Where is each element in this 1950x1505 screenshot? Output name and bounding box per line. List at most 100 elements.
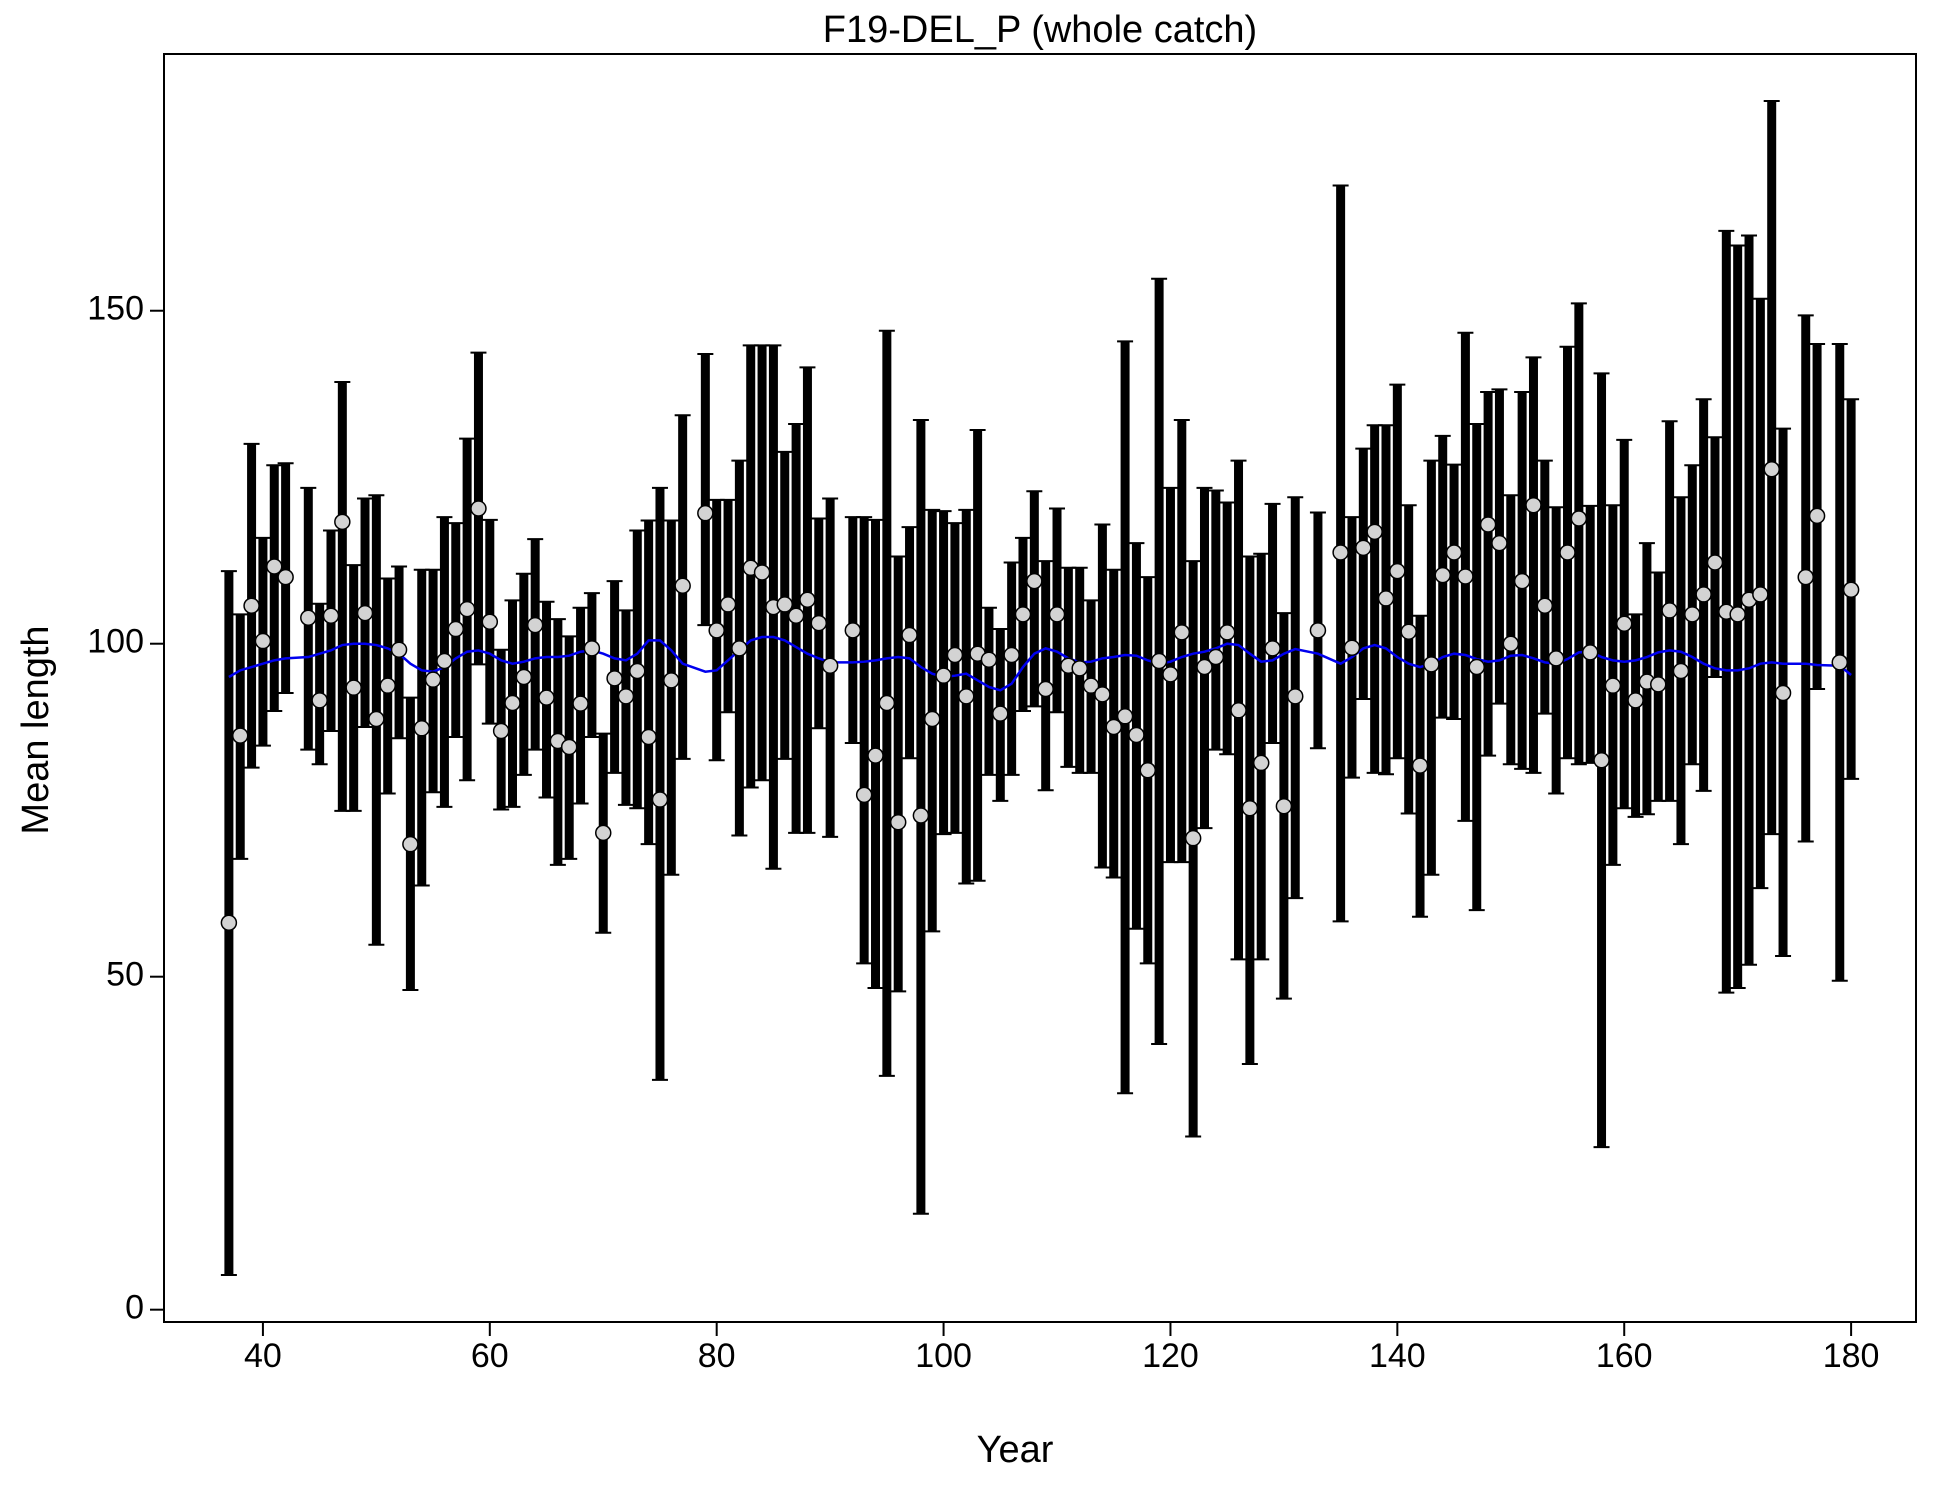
y-axis-title: Mean length (15, 625, 57, 834)
x-tick-label: 180 (1823, 1337, 1880, 1375)
data-point (1650, 676, 1667, 693)
data-point (1355, 539, 1372, 557)
data-point (629, 662, 646, 680)
data-point (572, 695, 589, 712)
data-point (1604, 677, 1622, 694)
plot-frame (163, 53, 1917, 1323)
y-tick-label: 150 (87, 290, 144, 328)
data-point (538, 689, 555, 706)
data-point (368, 710, 385, 728)
data-point (787, 607, 805, 624)
data-point (1808, 507, 1826, 525)
data-point (220, 914, 238, 932)
y-tick-label: 0 (125, 1289, 144, 1327)
data-point (1445, 544, 1463, 561)
data-point (447, 620, 465, 638)
data-point (583, 640, 601, 657)
data-point (1672, 662, 1690, 680)
data-point (300, 609, 317, 626)
data-point (413, 720, 430, 737)
x-tick-label: 40 (244, 1337, 282, 1375)
data-point (1581, 644, 1599, 661)
data-point (470, 500, 487, 517)
data-point (889, 813, 907, 831)
data-point (1423, 656, 1440, 673)
data-point (1729, 606, 1746, 623)
data-point (1752, 586, 1769, 603)
data-point (1173, 624, 1191, 641)
data-point (436, 652, 453, 670)
data-point (266, 558, 283, 575)
data-point (1627, 692, 1644, 709)
data-point (424, 671, 442, 688)
data-point (640, 728, 657, 746)
data-point (1162, 666, 1179, 683)
data-point (753, 564, 771, 581)
data-point (708, 622, 725, 639)
data-point (1411, 757, 1429, 774)
x-tick-label: 80 (698, 1337, 736, 1375)
data-point (810, 614, 828, 632)
data-point (697, 504, 714, 522)
data-point (1389, 562, 1406, 580)
data-point (1139, 761, 1157, 779)
data-point (912, 807, 930, 824)
data-point (992, 705, 1009, 722)
data-point (1366, 523, 1383, 541)
data-point (878, 694, 896, 712)
data-point (1275, 797, 1293, 815)
data-point (855, 786, 873, 804)
data-point (1559, 544, 1576, 561)
data-point (1400, 623, 1417, 640)
data-point (867, 747, 884, 764)
data-point (1695, 586, 1712, 603)
x-tick-label: 100 (915, 1337, 972, 1375)
data-point (1116, 708, 1134, 725)
x-tick-label: 60 (471, 1337, 509, 1375)
data-point (1457, 568, 1474, 585)
data-point (1014, 606, 1032, 623)
data-point (1150, 652, 1168, 670)
data-point (458, 600, 476, 618)
data-point (1343, 639, 1361, 656)
data-point (923, 710, 941, 728)
data-point (1684, 606, 1701, 623)
data-point (1479, 516, 1497, 533)
data-point (1502, 635, 1520, 652)
data-point (1082, 677, 1100, 694)
data-point (1003, 646, 1020, 664)
data-point (719, 596, 737, 613)
data-point (1491, 534, 1508, 552)
x-tick-label: 120 (1142, 1337, 1199, 1375)
data-point (1593, 752, 1610, 769)
data-point (1230, 702, 1247, 719)
data-point (526, 616, 544, 634)
data-point (946, 646, 964, 664)
x-axis-title: Year (977, 1429, 1054, 1471)
y-tick-label: 100 (87, 623, 144, 661)
data-point (492, 722, 510, 740)
data-point (515, 668, 533, 686)
data-point (379, 677, 396, 694)
data-point (958, 688, 975, 705)
data-point (1218, 624, 1236, 641)
x-tick-label: 140 (1369, 1337, 1426, 1375)
data-point (277, 568, 294, 586)
data-point (935, 667, 952, 684)
data-point (606, 670, 623, 687)
data-point (1842, 581, 1860, 599)
x-tick-label: 160 (1596, 1337, 1653, 1375)
data-point (1309, 622, 1327, 639)
data-point (504, 694, 521, 712)
data-point (243, 597, 260, 615)
data-point (1513, 572, 1531, 590)
data-point (844, 622, 862, 639)
data-point (1037, 680, 1054, 698)
data-point (1264, 640, 1281, 657)
chart-title: F19-DEL_P (whole catch) (823, 9, 1257, 51)
data-point (322, 607, 340, 624)
data-point (1570, 510, 1588, 527)
data-point (345, 679, 362, 696)
